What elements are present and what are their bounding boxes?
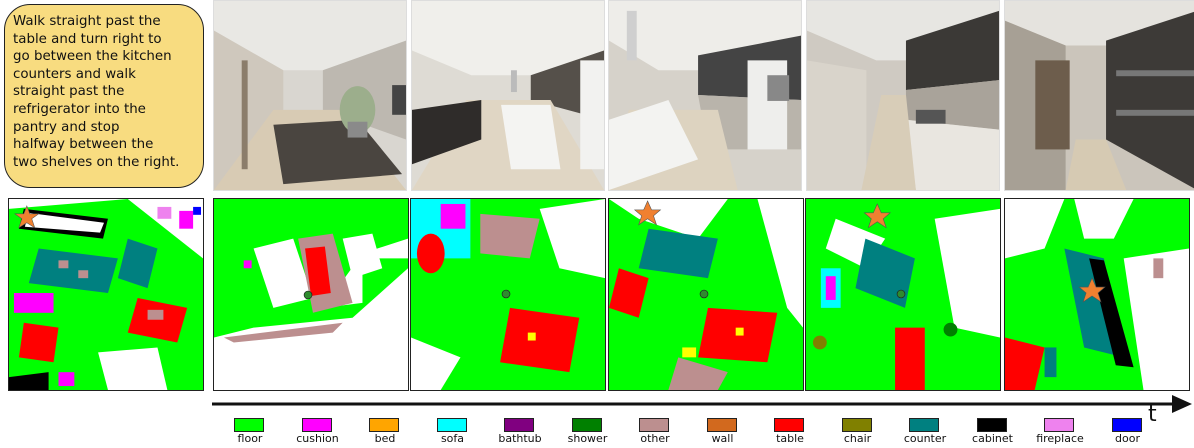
legend-item-door: door: [1098, 418, 1158, 448]
instruction-line: Walk straight past the: [13, 14, 161, 29]
legend-swatch: [976, 418, 1007, 432]
legend-label: sofa: [440, 432, 465, 445]
legend-item-sofa: sofa: [423, 418, 483, 448]
instruction-bubble: Walk straight past the table and turn ri…: [4, 4, 204, 188]
legend-item-cabinet: cabinet: [963, 418, 1023, 448]
semantic-map-1: [8, 198, 204, 391]
legend-item-floor: floor: [220, 418, 280, 448]
instruction-line: halfway between the: [13, 137, 154, 153]
legend-label: floor: [237, 432, 263, 445]
instruction-line: straight past the: [13, 84, 125, 100]
semantic-map-6: [1004, 198, 1190, 391]
legend-label: chair: [843, 432, 872, 445]
rgb-frame-4: [806, 0, 1000, 191]
legend-item-counter: counter: [895, 418, 955, 448]
instruction-line: go between the kitchen: [13, 49, 172, 65]
legend-item-table: table: [760, 418, 820, 448]
legend-swatch: [301, 418, 332, 432]
legend-swatch: [234, 418, 264, 432]
legend-swatch: [909, 418, 939, 432]
legend-label: door: [1115, 432, 1140, 445]
rgb-frame-1: [213, 0, 407, 191]
semantic-map-3: [410, 198, 606, 391]
legend-item-shower: shower: [558, 418, 618, 448]
legend-swatch: [571, 418, 602, 432]
legend-swatch: [436, 418, 467, 432]
legend-item-other: other: [625, 418, 685, 448]
legend-label: cushion: [296, 432, 339, 445]
time-axis-arrow: [212, 395, 1192, 413]
semantic-map-2: [213, 198, 409, 391]
legend-label: counter: [903, 432, 947, 445]
legend-swatch: [1111, 418, 1142, 432]
legend-label: cabinet: [972, 432, 1013, 445]
legend-label: bathtub: [498, 432, 542, 445]
legend-swatch: [1044, 418, 1074, 432]
instruction-line: two shelves on the right.: [13, 154, 180, 170]
rgb-frame-3: [608, 0, 802, 191]
semantic-map-5: [805, 198, 1001, 391]
rgb-frame-2: [411, 0, 605, 191]
legend-item-cushion: cushion: [288, 418, 348, 448]
semantic-map-4: [608, 198, 804, 391]
legend-swatch: [639, 418, 669, 432]
instruction-line: pantry and stop: [13, 119, 120, 135]
legend-label: shower: [567, 432, 608, 445]
instruction-line: counters and walk: [13, 66, 136, 82]
legend-swatch: [504, 418, 534, 432]
legend-item-bed: bed: [355, 418, 415, 448]
legend-label: wall: [711, 432, 734, 445]
legend-swatch: [706, 418, 737, 432]
legend-item-chair: chair: [828, 418, 888, 448]
legend-swatch: [841, 418, 872, 432]
legend-swatch: [774, 418, 804, 432]
instruction-line: refrigerator into the: [13, 101, 146, 117]
legend-label: other: [640, 432, 670, 445]
instruction-line: table and turn right to: [13, 31, 162, 47]
legend-label: bed: [374, 432, 396, 445]
legend-swatch: [369, 418, 399, 432]
time-axis-label: t: [1148, 402, 1157, 427]
rgb-frame-5: [1004, 0, 1194, 191]
legend-label: table: [776, 432, 804, 445]
legend-item-fireplace: fireplace: [1030, 418, 1090, 448]
legend-item-bathtub: bathtub: [490, 418, 550, 448]
legend-label: fireplace: [1036, 432, 1084, 445]
legend-item-wall: wall: [693, 418, 753, 448]
